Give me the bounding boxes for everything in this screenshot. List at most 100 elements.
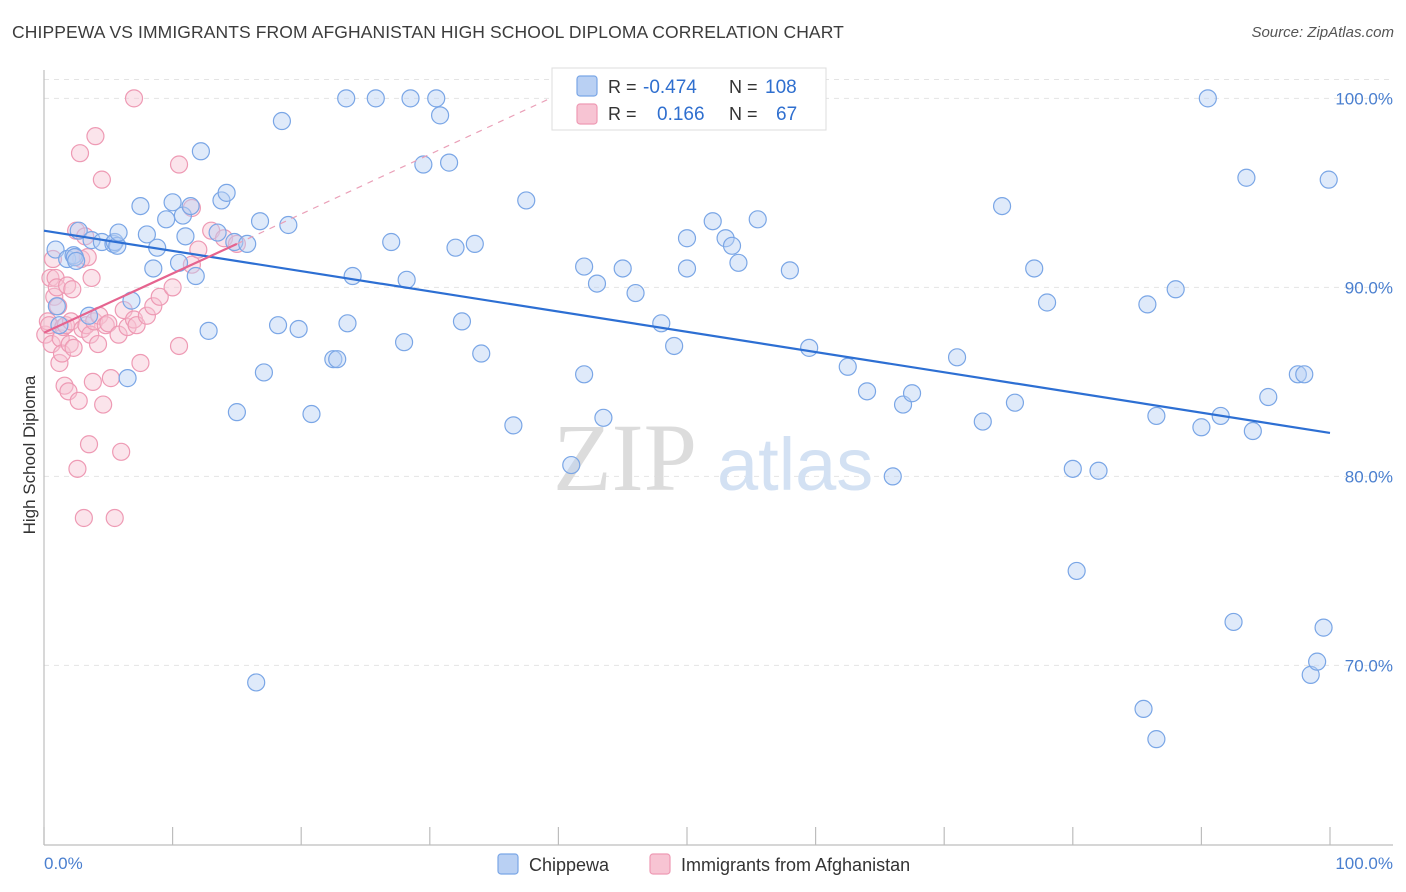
- chippewa-point: [857, 382, 877, 401]
- chippewa-point: [1005, 393, 1025, 412]
- chippewa-point: [238, 234, 257, 254]
- chippewa-point: [1067, 561, 1086, 581]
- chippewa-point: [800, 338, 819, 357]
- afghanistan-point: [163, 278, 182, 297]
- watermark: ZIP atlas: [553, 404, 873, 511]
- chippewa-point: [504, 416, 523, 435]
- chippewa-point: [992, 196, 1012, 216]
- chippewa-point: [247, 673, 266, 692]
- chippewa-point: [109, 223, 128, 242]
- chippewa-point: [947, 348, 967, 367]
- afghanistan-point: [79, 435, 99, 454]
- watermark-atlas: atlas: [717, 423, 873, 506]
- grid-lines: [44, 78, 1393, 666]
- y-tick-label: 70.0%: [1345, 656, 1393, 675]
- afghanistan-point: [68, 459, 87, 478]
- afghanistan-point: [101, 369, 120, 388]
- chippewa-point: [594, 408, 613, 427]
- legend-swatch-chippewa: [576, 75, 598, 97]
- y-tick-label: 90.0%: [1345, 278, 1393, 297]
- chippewa-point: [575, 257, 594, 276]
- chippewa-point: [157, 210, 176, 229]
- chippewa-point: [973, 412, 992, 431]
- chippewa-point: [1319, 170, 1338, 189]
- chippewa-trend-line: [43, 229, 1331, 435]
- trend-lines: [43, 94, 1331, 435]
- legend-n-value-2: 67: [776, 104, 797, 125]
- afghanistan-point: [169, 336, 189, 356]
- legend-r-label-1: R =: [608, 77, 637, 97]
- correlation-legend: R = -0.474 N = 108 R = 0.166 N = 67: [551, 67, 827, 131]
- chippewa-point: [414, 155, 433, 174]
- chippewa-point: [176, 227, 195, 246]
- legend-n-label-1: N =: [729, 77, 758, 97]
- chippewa-point: [208, 223, 227, 242]
- chippewa-point: [1166, 280, 1185, 299]
- afghanistan-point: [41, 268, 60, 288]
- chippewa-point: [250, 212, 270, 231]
- chippewa-point: [343, 266, 362, 286]
- watermark-zip: ZIP: [553, 404, 697, 511]
- chippewa-point: [439, 153, 459, 172]
- chippewa-point: [902, 384, 922, 403]
- afghanistan-point: [131, 353, 150, 373]
- legend-n-label-2: N =: [729, 104, 758, 124]
- chippewa-point: [1198, 89, 1217, 108]
- chippewa-point: [401, 89, 420, 108]
- chippewa-point: [430, 106, 450, 125]
- chippewa-point: [118, 369, 137, 388]
- chippewa-point: [1259, 387, 1278, 407]
- chippewa-point: [446, 238, 465, 257]
- y-tick-labels: 70.0% 80.0% 90.0% 100.0%: [1335, 89, 1393, 675]
- chippewa-point: [366, 89, 385, 108]
- afghanistan-point: [118, 317, 137, 337]
- chippewa-point: [1295, 365, 1314, 384]
- bottom-legend-swatch-afghanistan: [649, 853, 671, 875]
- chippewa-point: [163, 193, 182, 212]
- chippewa-point: [181, 196, 200, 216]
- afghanistan-point: [150, 287, 169, 306]
- chippewa-point: [677, 259, 697, 278]
- x-tick-labels: 0.0% 100.0%: [44, 854, 1393, 873]
- legend-n-value-1: 108: [765, 77, 797, 98]
- chippewa-point: [1037, 293, 1057, 312]
- afghanistan-point: [63, 280, 82, 299]
- chippewa-point: [144, 259, 163, 278]
- chippewa-point: [382, 232, 401, 252]
- chippewa-point: [780, 261, 799, 280]
- afghanistan-points: [36, 89, 246, 528]
- chippewa-point: [665, 336, 684, 356]
- chippewa-point: [279, 215, 298, 235]
- afghanistan-point: [64, 338, 83, 357]
- series-legend: Chippewa Immigrants from Afghanistan: [497, 853, 910, 875]
- chippewa-point: [613, 259, 632, 278]
- afghanistan-point: [70, 144, 90, 163]
- chippewa-point: [716, 229, 735, 248]
- chippewa-point: [47, 297, 66, 316]
- chippewa-point: [748, 210, 767, 229]
- chippewa-point: [1288, 365, 1307, 384]
- y-axis-label: High School Diploma: [20, 375, 39, 534]
- legend-r-value-1: -0.474: [643, 77, 697, 98]
- chippewa-point: [191, 142, 210, 161]
- bottom-legend-label-afghanistan: Immigrants from Afghanistan: [681, 855, 910, 875]
- x-tick-label: 0.0%: [44, 854, 83, 873]
- chippewa-point: [272, 111, 292, 131]
- chippewa-point: [1308, 652, 1327, 671]
- afghanistan-point: [144, 297, 163, 316]
- chippewa-point: [1147, 730, 1166, 749]
- chippewa-point: [472, 344, 491, 363]
- chippewa-point: [199, 321, 218, 340]
- chippewa-point: [452, 312, 472, 331]
- afghanistan-point: [137, 306, 156, 325]
- chippewa-point: [1243, 421, 1262, 441]
- afghanistan-point: [169, 155, 189, 174]
- chippewa-point: [254, 363, 274, 382]
- afghanistan-point: [74, 508, 93, 528]
- afghanistan-point: [94, 395, 113, 414]
- chippewa-point: [722, 236, 742, 255]
- source-credit: Source: ZipAtlas.com: [1251, 24, 1394, 41]
- chippewa-point: [729, 253, 748, 272]
- afghanistan-point: [99, 314, 118, 333]
